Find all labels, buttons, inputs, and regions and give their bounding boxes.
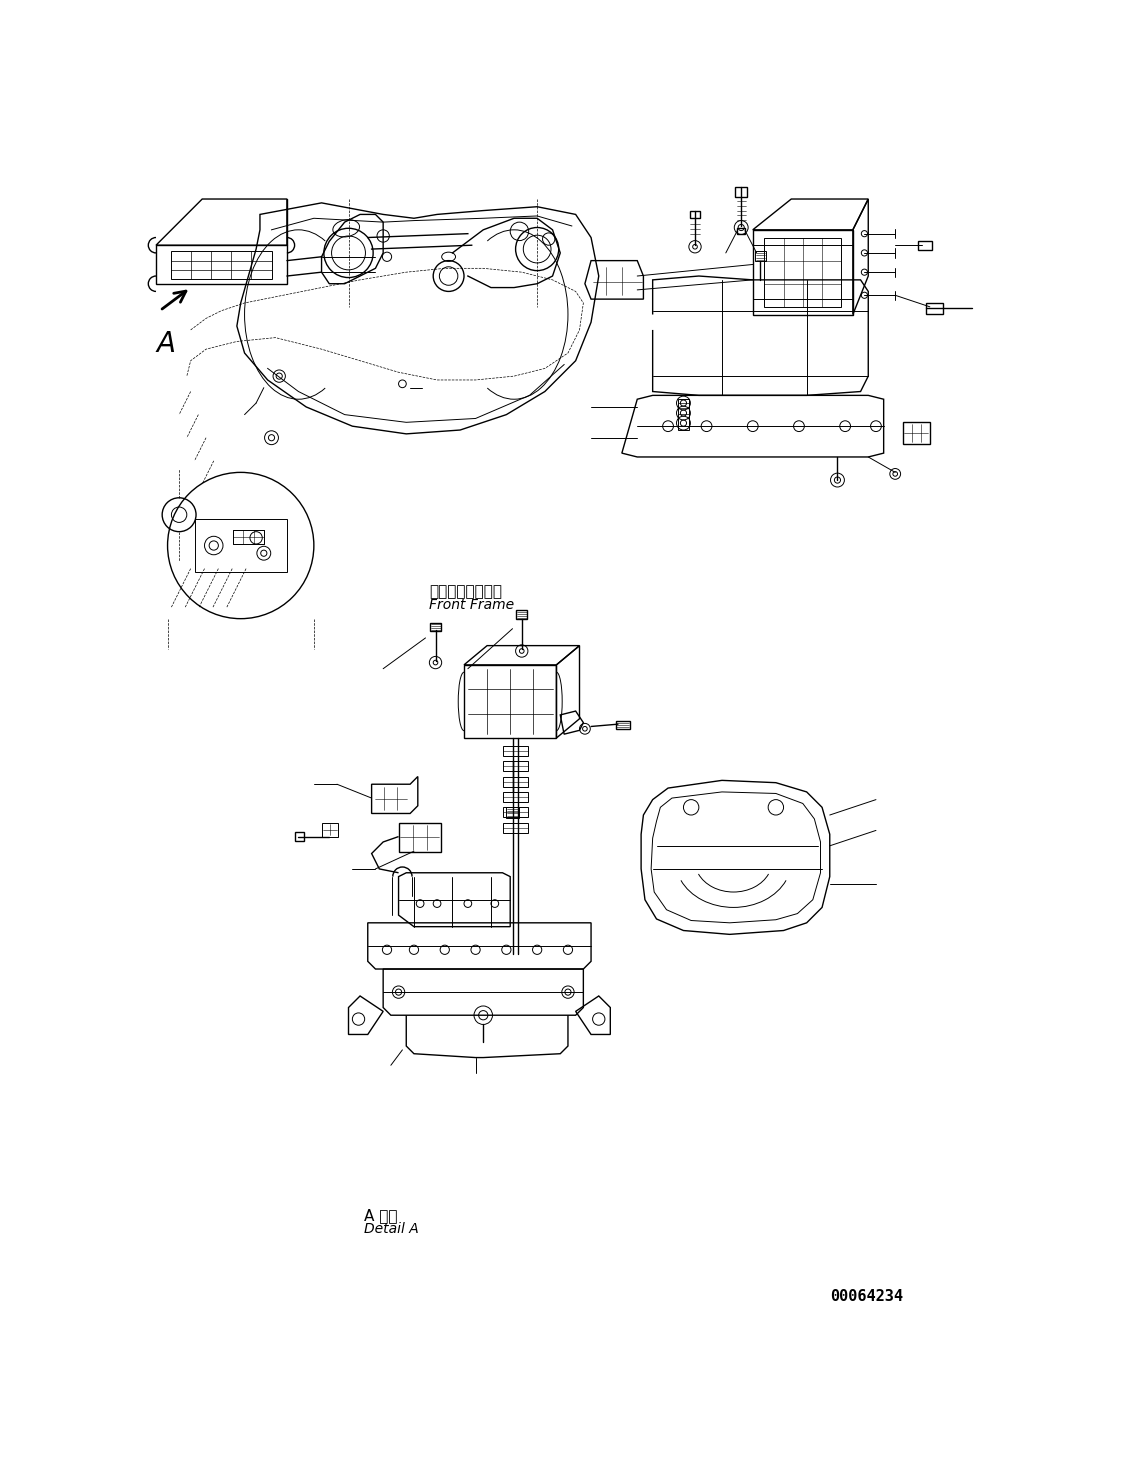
Bar (322, 822, 339, 837)
Bar (615, 721, 630, 729)
Bar (503, 761, 528, 771)
Bar (735, 188, 748, 196)
Bar (926, 303, 943, 314)
Text: フロントフレーム: フロントフレーム (429, 583, 502, 600)
Bar (465, 666, 556, 737)
Text: A: A (156, 330, 174, 358)
Bar (503, 746, 528, 756)
Bar (295, 833, 304, 841)
Bar (431, 623, 441, 630)
Bar (755, 251, 766, 261)
Bar (503, 792, 528, 802)
Text: A 詳細: A 詳細 (364, 1208, 398, 1223)
Bar (517, 610, 527, 619)
Bar (919, 240, 932, 249)
Text: Detail A: Detail A (364, 1221, 419, 1236)
Text: Front Frame: Front Frame (429, 598, 514, 611)
Bar (171, 251, 272, 279)
Bar (765, 237, 842, 306)
Bar (678, 399, 689, 430)
Bar (903, 422, 930, 444)
Bar (506, 808, 519, 818)
Bar (738, 227, 746, 233)
Bar (752, 230, 853, 315)
Bar (233, 531, 264, 544)
Bar (503, 777, 528, 787)
Bar (503, 822, 528, 833)
Bar (233, 531, 264, 544)
Bar (690, 211, 700, 218)
Text: 00064234: 00064234 (829, 1289, 903, 1303)
Bar (503, 808, 528, 818)
Bar (399, 822, 441, 852)
Bar (195, 519, 287, 572)
